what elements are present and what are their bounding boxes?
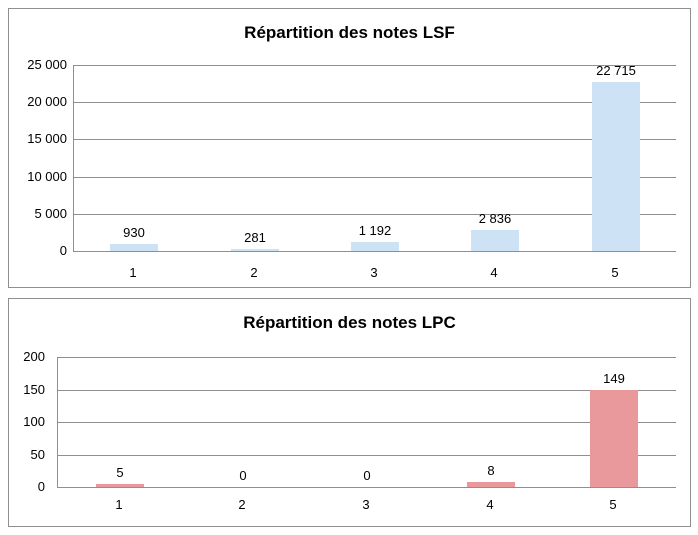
bar-value-label: 281 xyxy=(244,230,266,245)
bar-category-1[interactable] xyxy=(110,244,158,251)
y-axis-tick-label: 25 000 xyxy=(27,57,67,72)
x-axis-category-label: 2 xyxy=(238,497,246,512)
y-axis-tick-label: 100 xyxy=(23,414,45,429)
bar-value-label: 0 xyxy=(363,468,371,483)
chart-lsf-plot-area: 930 281 1 192 2 836 22 715 xyxy=(73,63,676,252)
gridline xyxy=(74,102,676,103)
bar-value-label: 149 xyxy=(603,371,625,386)
y-axis-tick-label: 50 xyxy=(30,447,45,462)
bar-value-label: 1 192 xyxy=(358,223,392,238)
y-axis-tick-label: 200 xyxy=(23,349,45,364)
x-axis-category-label: 5 xyxy=(609,497,617,512)
y-axis-tick-label: 10 000 xyxy=(27,169,67,184)
x-axis-category-label: 3 xyxy=(370,265,378,280)
x-axis-category-label: 5 xyxy=(611,265,619,280)
x-axis-category-label: 1 xyxy=(115,497,123,512)
x-axis-category-label: 4 xyxy=(486,497,494,512)
gridline xyxy=(74,214,676,215)
bar-category-4[interactable] xyxy=(471,230,519,251)
chart-lpc-panel[interactable]: Répartition des notes LPC 5 0 0 8 149 0 50 100… xyxy=(8,298,691,527)
bar-category-5[interactable] xyxy=(592,82,640,251)
gridline xyxy=(58,455,676,456)
chart-lpc-plot-area: 5 0 0 8 149 xyxy=(57,357,676,488)
bar-value-label: 930 xyxy=(123,225,145,240)
gridline xyxy=(74,177,676,178)
y-axis-tick-label: 150 xyxy=(23,382,45,397)
bar-category-5[interactable] xyxy=(590,390,638,487)
bar-value-label: 0 xyxy=(239,468,247,483)
gridline xyxy=(58,422,676,423)
gridline xyxy=(74,139,676,140)
gridline xyxy=(58,357,676,358)
y-axis-tick-label: 0 xyxy=(59,243,67,258)
bar-value-label: 22 715 xyxy=(596,63,636,78)
x-axis-category-label: 3 xyxy=(362,497,370,512)
gridline xyxy=(74,65,676,66)
bar-category-2[interactable] xyxy=(231,249,279,251)
bar-category-1[interactable] xyxy=(96,484,144,487)
bar-category-4[interactable] xyxy=(467,482,515,487)
chart-lsf-panel[interactable]: Répartition des notes LSF 930 281 1 192 2 8… xyxy=(8,8,691,288)
y-axis-tick-label: 15 000 xyxy=(27,131,67,146)
bar-value-label: 8 xyxy=(487,463,495,478)
chart-lpc-title: Répartition des notes LPC xyxy=(243,313,456,332)
chart-lsf-title: Répartition des notes LSF xyxy=(244,23,455,42)
x-axis-category-label: 1 xyxy=(129,265,137,280)
x-axis-category-label: 4 xyxy=(490,265,498,280)
y-axis-tick-label: 0 xyxy=(37,479,45,494)
bar-value-label: 2 836 xyxy=(478,211,512,226)
bar-category-3[interactable] xyxy=(351,242,399,251)
y-axis-tick-label: 20 000 xyxy=(27,94,67,109)
x-axis-category-label: 2 xyxy=(250,265,258,280)
gridline xyxy=(58,390,676,391)
y-axis-tick-label: 5 000 xyxy=(34,206,67,221)
bar-value-label: 5 xyxy=(116,465,124,480)
